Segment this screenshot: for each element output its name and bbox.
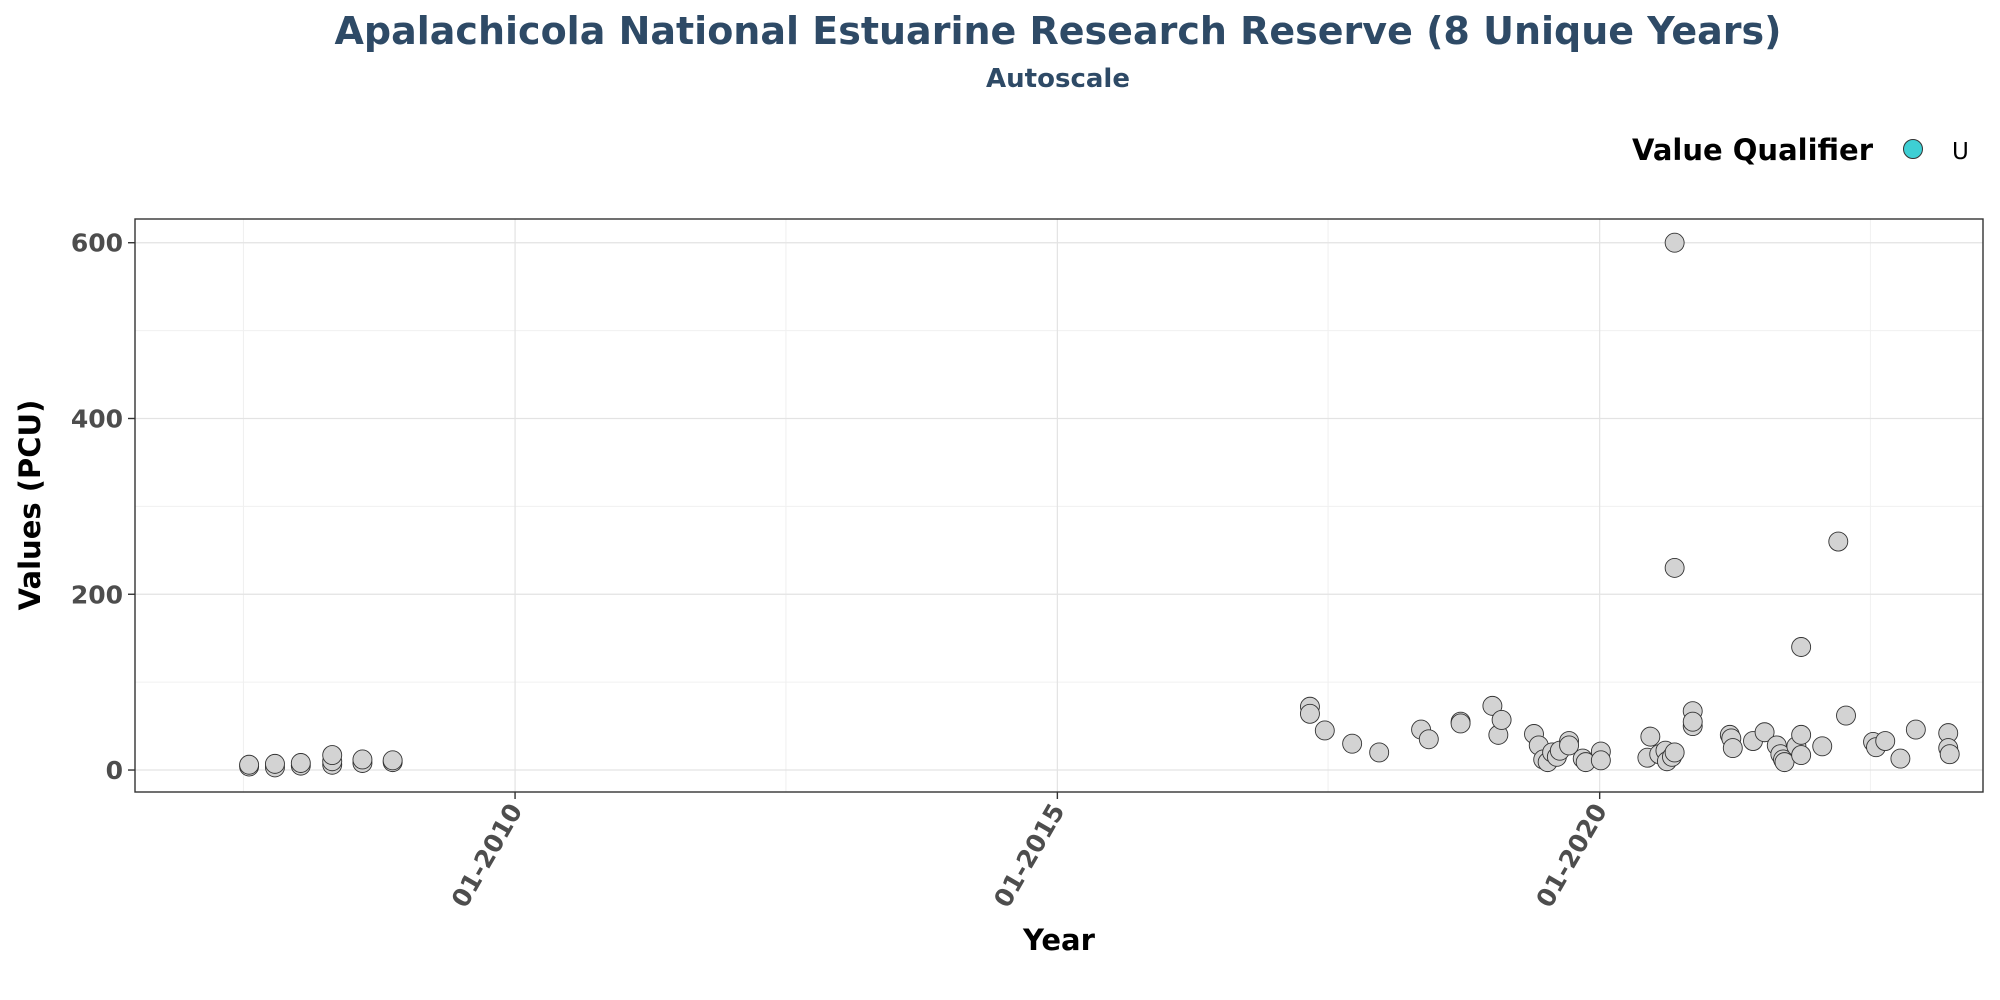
data-point bbox=[1905, 719, 1926, 740]
data-point bbox=[1664, 742, 1685, 763]
data-point bbox=[352, 749, 373, 770]
data-point bbox=[1754, 722, 1775, 743]
x-axis: 01-2010 01-2015 01-2020 bbox=[446, 792, 1613, 912]
chart-subtitle: Autoscale bbox=[986, 64, 1130, 94]
data-point bbox=[1836, 705, 1856, 726]
data-points bbox=[239, 232, 1960, 778]
y-tick-label: 400 bbox=[71, 404, 123, 433]
data-point bbox=[1314, 720, 1335, 741]
data-point bbox=[290, 753, 311, 773]
data-point bbox=[1875, 731, 1896, 751]
data-point bbox=[1491, 709, 1512, 730]
x-tick-label: 01-2015 bbox=[988, 799, 1070, 913]
data-point bbox=[239, 754, 260, 775]
y-axis: 0 200 400 600 bbox=[71, 229, 135, 785]
plot-panel bbox=[134, 218, 1984, 793]
chart-title: Apalachicola National Estuarine Research… bbox=[335, 9, 1782, 53]
y-tick-label: 0 bbox=[106, 756, 123, 785]
legend: Value Qualifier U bbox=[1632, 133, 1969, 167]
data-point bbox=[1939, 744, 1960, 765]
data-point bbox=[1774, 752, 1795, 773]
x-tick-label: 01-2010 bbox=[446, 799, 528, 913]
data-point bbox=[1890, 748, 1911, 769]
data-point bbox=[1828, 531, 1849, 552]
x-tick-label: 01-2020 bbox=[1530, 799, 1612, 913]
grid bbox=[135, 219, 1983, 792]
data-point bbox=[1791, 724, 1812, 745]
data-point bbox=[1450, 713, 1471, 734]
data-point bbox=[1369, 742, 1390, 763]
data-point bbox=[1812, 736, 1833, 757]
data-point bbox=[322, 745, 343, 766]
y-tick-label: 200 bbox=[71, 580, 123, 609]
legend-title: Value Qualifier bbox=[1632, 133, 1874, 167]
data-point bbox=[1590, 750, 1611, 771]
y-tick-label: 600 bbox=[71, 229, 123, 258]
data-point bbox=[1664, 232, 1685, 253]
data-point bbox=[382, 750, 403, 771]
x-axis-title: Year bbox=[1022, 923, 1096, 957]
legend-swatch bbox=[1903, 139, 1923, 159]
data-point bbox=[1299, 703, 1320, 724]
data-point bbox=[1682, 711, 1703, 732]
data-point bbox=[1722, 738, 1743, 759]
legend-label: U bbox=[1952, 139, 1969, 165]
data-point bbox=[1664, 557, 1685, 578]
data-point bbox=[1791, 745, 1812, 766]
data-point bbox=[1791, 637, 1812, 657]
data-point bbox=[1418, 729, 1439, 750]
data-point bbox=[1559, 735, 1580, 756]
data-point bbox=[265, 753, 285, 774]
y-axis-title: Values (PCU) bbox=[13, 400, 47, 611]
data-point bbox=[1342, 733, 1363, 754]
data-point bbox=[1640, 726, 1661, 747]
data-point bbox=[1482, 695, 1503, 716]
